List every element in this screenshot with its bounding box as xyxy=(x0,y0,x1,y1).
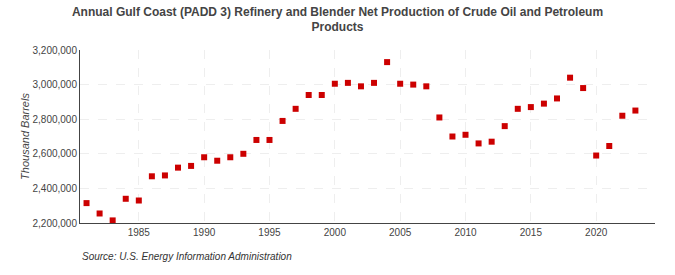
svg-text:1990: 1990 xyxy=(193,227,216,238)
svg-text:2,200,000: 2,200,000 xyxy=(33,218,78,229)
svg-text:Annual Gulf Coast (PADD 3) Ref: Annual Gulf Coast (PADD 3) Refinery and … xyxy=(72,5,603,35)
svg-text:2020: 2020 xyxy=(585,227,608,238)
svg-text:1995: 1995 xyxy=(258,227,281,238)
svg-text:2010: 2010 xyxy=(454,227,477,238)
svg-text:1985: 1985 xyxy=(128,227,151,238)
svg-text:3,000,000: 3,000,000 xyxy=(33,79,78,90)
svg-text:3,200,000: 3,200,000 xyxy=(33,45,78,56)
svg-text:2015: 2015 xyxy=(520,227,543,238)
svg-text:Thousand Barrels: Thousand Barrels xyxy=(19,93,31,180)
svg-text:Source: U.S. Energy Informatio: Source: U.S. Energy Information Administ… xyxy=(82,251,292,262)
svg-text:2,600,000: 2,600,000 xyxy=(33,148,78,159)
svg-text:2005: 2005 xyxy=(389,227,412,238)
svg-text:2,800,000: 2,800,000 xyxy=(33,114,78,125)
svg-text:2,400,000: 2,400,000 xyxy=(33,183,78,194)
svg-text:2000: 2000 xyxy=(324,227,347,238)
